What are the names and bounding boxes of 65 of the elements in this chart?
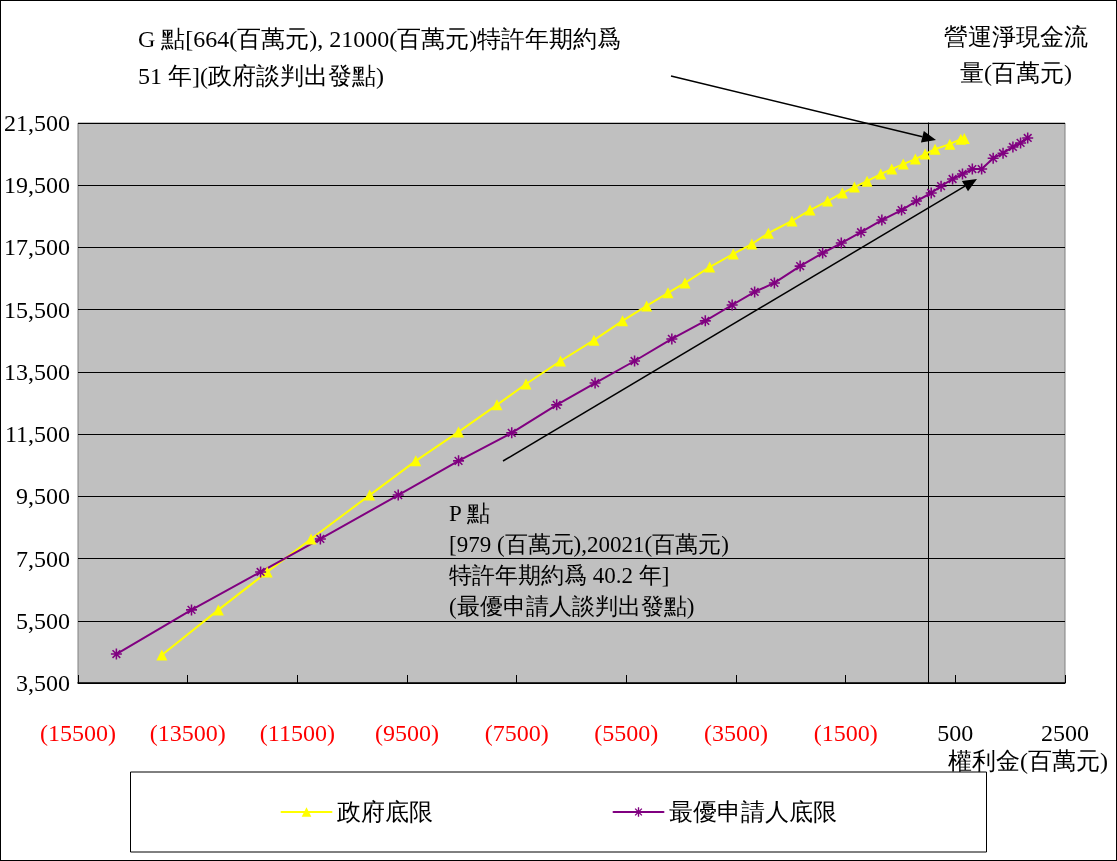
y-tick-label: 3,500 xyxy=(16,670,70,696)
point xyxy=(156,649,168,661)
legend-label: 最優申請人底限 xyxy=(668,799,837,825)
point xyxy=(641,300,653,312)
point xyxy=(935,180,947,192)
point xyxy=(897,158,909,170)
point xyxy=(453,426,465,438)
y-tick-label: 17,500 xyxy=(4,234,70,261)
point xyxy=(616,315,628,327)
text: G 點[664(百萬元), 21000(百萬元)特許年期約爲 51 年](政府談判出發點) xyxy=(138,25,623,92)
y-tick-label: 21,500 xyxy=(4,110,70,136)
point xyxy=(491,399,503,411)
x-tick-label: (5500) xyxy=(594,720,659,746)
point xyxy=(848,181,860,193)
point xyxy=(929,143,941,155)
point xyxy=(666,333,678,345)
point xyxy=(555,355,567,367)
point xyxy=(794,260,806,272)
legend-label: 政府底限 xyxy=(336,799,433,825)
point xyxy=(886,163,898,175)
point xyxy=(836,187,848,199)
y-tick-label: 13,500 xyxy=(4,358,70,385)
x-tick-label: (9500) xyxy=(375,720,439,746)
y-tick-label: 19,500 xyxy=(4,172,70,199)
point xyxy=(727,248,739,260)
x-tick-label: (15500) xyxy=(40,720,116,746)
point xyxy=(589,377,601,389)
point xyxy=(506,427,518,439)
point xyxy=(662,287,674,299)
x-tick-label: 2500 xyxy=(1041,720,1089,746)
y-axis-title: 營運淨現金流量(百萬元) xyxy=(943,23,1089,88)
point xyxy=(804,204,816,216)
x-tick-label: 500 xyxy=(937,720,974,746)
x-tick-label: (11500) xyxy=(259,720,335,746)
x-axis-title: 權利金(百萬元) xyxy=(948,748,1108,774)
x-tick-label: (1500) xyxy=(813,720,878,746)
x-tick-label: (7500) xyxy=(484,720,549,746)
point xyxy=(786,215,798,227)
point xyxy=(305,533,317,545)
point xyxy=(704,261,716,273)
point xyxy=(875,168,887,180)
point xyxy=(861,175,873,187)
point xyxy=(520,378,532,390)
point xyxy=(392,489,404,501)
point xyxy=(212,604,224,616)
point xyxy=(987,152,999,164)
point xyxy=(746,238,758,250)
point xyxy=(410,455,422,467)
point xyxy=(679,277,691,289)
point xyxy=(588,334,600,346)
point xyxy=(944,138,956,150)
point xyxy=(876,214,888,226)
annotation: P 點 [979 (百萬元),20021(百萬元) 特許年期約爲 40.2 年] (最優申請人談判出發點) xyxy=(449,500,730,621)
point xyxy=(822,195,834,207)
point xyxy=(919,148,931,160)
x-tick-label: (3500) xyxy=(704,720,768,746)
y-tick-label: 11,500 xyxy=(4,421,70,448)
x-tick-label: (13500) xyxy=(149,720,226,746)
point xyxy=(909,153,921,165)
y-tick-label: 15,500 xyxy=(4,296,70,323)
y-tick-label: 7,500 xyxy=(16,545,70,572)
y-tick-label: 9,500 xyxy=(16,483,70,510)
y-tick-label: 5,500 xyxy=(16,607,70,634)
point xyxy=(762,227,774,239)
point xyxy=(364,489,376,501)
